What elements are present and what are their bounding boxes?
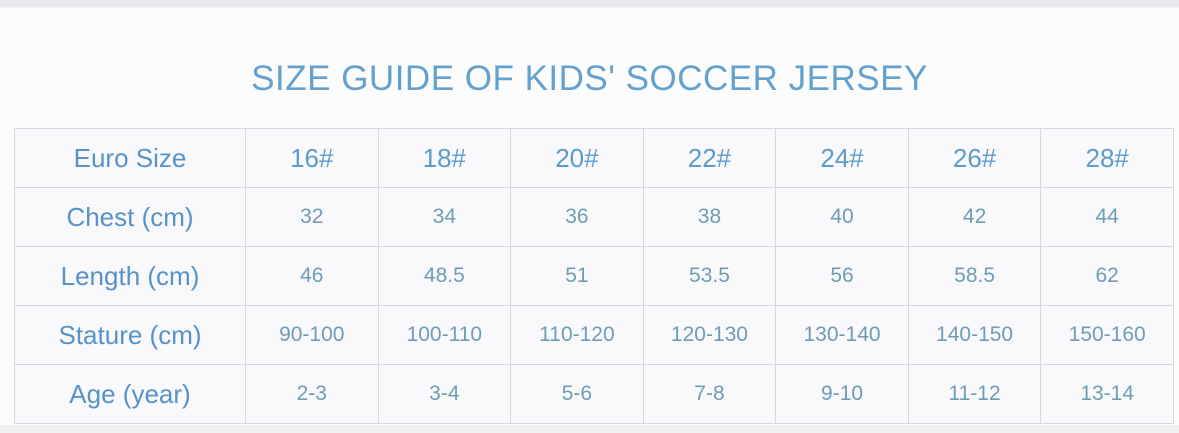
cell-value: 22# <box>642 128 777 188</box>
cell-value: 26# <box>907 128 1042 188</box>
cell-value: 40 <box>775 187 909 247</box>
row-label: Age (year) <box>14 364 246 424</box>
cell-value: 38 <box>642 187 777 247</box>
row-label: Euro Size <box>14 128 246 188</box>
cell-value: 32 <box>245 187 379 247</box>
cell-value: 62 <box>1040 246 1174 306</box>
cell-value: 9-10 <box>775 364 909 424</box>
cell-value: 3-4 <box>377 364 512 424</box>
size-guide-table: Euro Size 16# 18# 20# 22# 24# 26# 28# Chest (cm)… <box>14 128 1174 424</box>
table-row: Age (year) 2-3 3-4 5-6 7-8 9-10 11-12 13-14 <box>14 364 1174 424</box>
cell-value: 140-150 <box>907 305 1042 365</box>
cell-value: 100-110 <box>377 305 512 365</box>
cell-value: 24# <box>775 128 909 188</box>
cell-value: 150-160 <box>1040 305 1174 365</box>
table-row: Euro Size 16# 18# 20# 22# 24# 26# 28# <box>14 128 1174 188</box>
cell-value: 5-6 <box>510 364 644 424</box>
cell-value: 90-100 <box>245 305 379 365</box>
bottom-divider-band <box>0 425 1179 433</box>
cell-value: 51 <box>510 246 644 306</box>
cell-value: 34 <box>377 187 512 247</box>
table-row: Chest (cm) 32 34 36 38 40 42 44 <box>14 187 1174 247</box>
cell-value: 16# <box>245 128 379 188</box>
cell-value: 2-3 <box>245 364 379 424</box>
cell-value: 18# <box>377 128 512 188</box>
cell-value: 13-14 <box>1040 364 1174 424</box>
table-row: Length (cm) 46 48.5 51 53.5 56 58.5 62 <box>14 246 1174 306</box>
table-row: Stature (cm) 90-100 100-110 110-120 120-130 1… <box>14 305 1174 365</box>
cell-value: 42 <box>907 187 1042 247</box>
cell-value: 36 <box>510 187 644 247</box>
row-label: Stature (cm) <box>14 305 246 365</box>
cell-value: 28# <box>1040 128 1174 188</box>
top-divider-band <box>0 0 1179 8</box>
page-title: SIZE GUIDE OF KIDS' SOCCER JERSEY <box>251 59 928 98</box>
size-guide-table-body: Euro Size 16# 18# 20# 22# 24# 26# 28# Chest (cm)… <box>14 128 1174 424</box>
cell-value: 110-120 <box>510 305 644 365</box>
cell-value: 120-130 <box>642 305 777 365</box>
cell-value: 48.5 <box>377 246 512 306</box>
cell-value: 56 <box>775 246 909 306</box>
cell-value: 130-140 <box>775 305 909 365</box>
cell-value: 46 <box>245 246 379 306</box>
cell-value: 58.5 <box>907 246 1042 306</box>
cell-value: 7-8 <box>642 364 777 424</box>
cell-value: 11-12 <box>907 364 1042 424</box>
cell-value: 20# <box>510 128 644 188</box>
cell-value: 53.5 <box>642 246 777 306</box>
row-label: Chest (cm) <box>14 187 246 247</box>
row-label: Length (cm) <box>14 246 246 306</box>
cell-value: 44 <box>1040 187 1174 247</box>
